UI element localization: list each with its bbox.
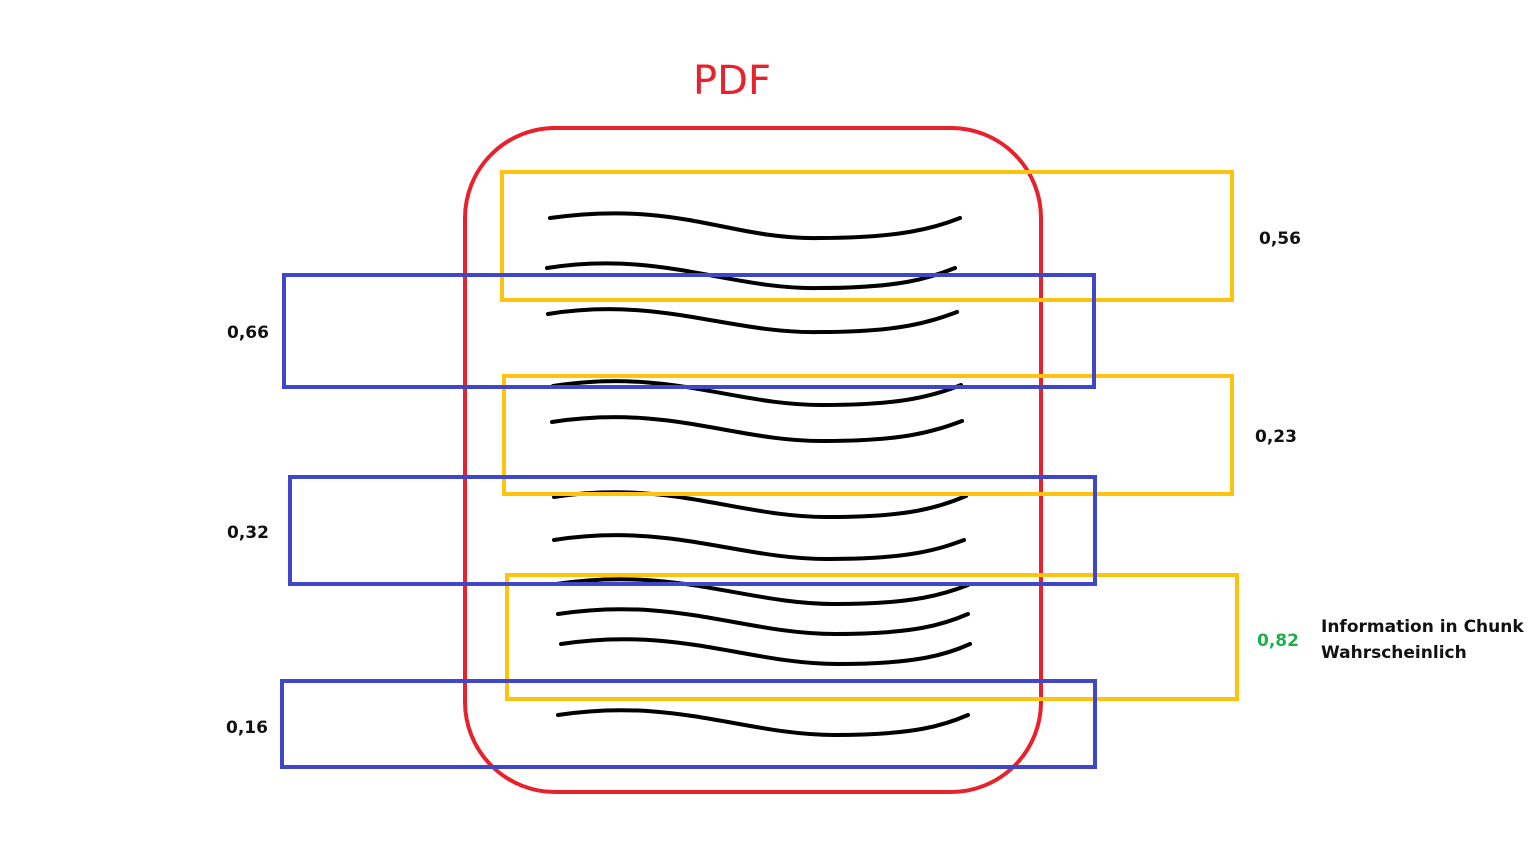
- yellow-chunk-3-score-highlight: 0,82: [1257, 631, 1299, 651]
- yellow-chunk-1-score: 0,56: [1259, 229, 1301, 249]
- text-line: [559, 637, 972, 667]
- note-line-2: Wahrscheinlich: [1321, 643, 1467, 663]
- text-line: [552, 533, 966, 562]
- text-line: [556, 607, 970, 637]
- blue-chunk-3-score: 0,16: [226, 718, 268, 738]
- blue-chunk-2-score: 0,32: [227, 523, 269, 543]
- text-line: [548, 211, 962, 241]
- blue-chunk-1-score: 0,66: [227, 323, 269, 343]
- text-line: [554, 577, 970, 607]
- blue-chunk-1: [282, 273, 1096, 389]
- note-line-1: Information in Chunk: [1321, 617, 1524, 637]
- yellow-chunk-3: [505, 573, 1239, 701]
- diagram-title: PDF: [693, 58, 771, 104]
- text-line: [546, 307, 959, 335]
- yellow-chunk-1: [500, 170, 1234, 302]
- text-line: [551, 379, 963, 408]
- yellow-chunk-2: [502, 374, 1234, 496]
- text-line: [556, 708, 970, 738]
- yellow-chunks: [500, 170, 1239, 701]
- blue-chunks: [280, 273, 1097, 769]
- document-text-lines: [545, 211, 972, 738]
- text-line: [545, 261, 957, 291]
- blue-chunk-3: [280, 679, 1097, 769]
- pdf-document-outline: [463, 126, 1043, 794]
- text-line: [550, 415, 964, 444]
- yellow-chunk-2-score: 0,23: [1255, 427, 1297, 447]
- blue-chunk-2: [288, 475, 1097, 586]
